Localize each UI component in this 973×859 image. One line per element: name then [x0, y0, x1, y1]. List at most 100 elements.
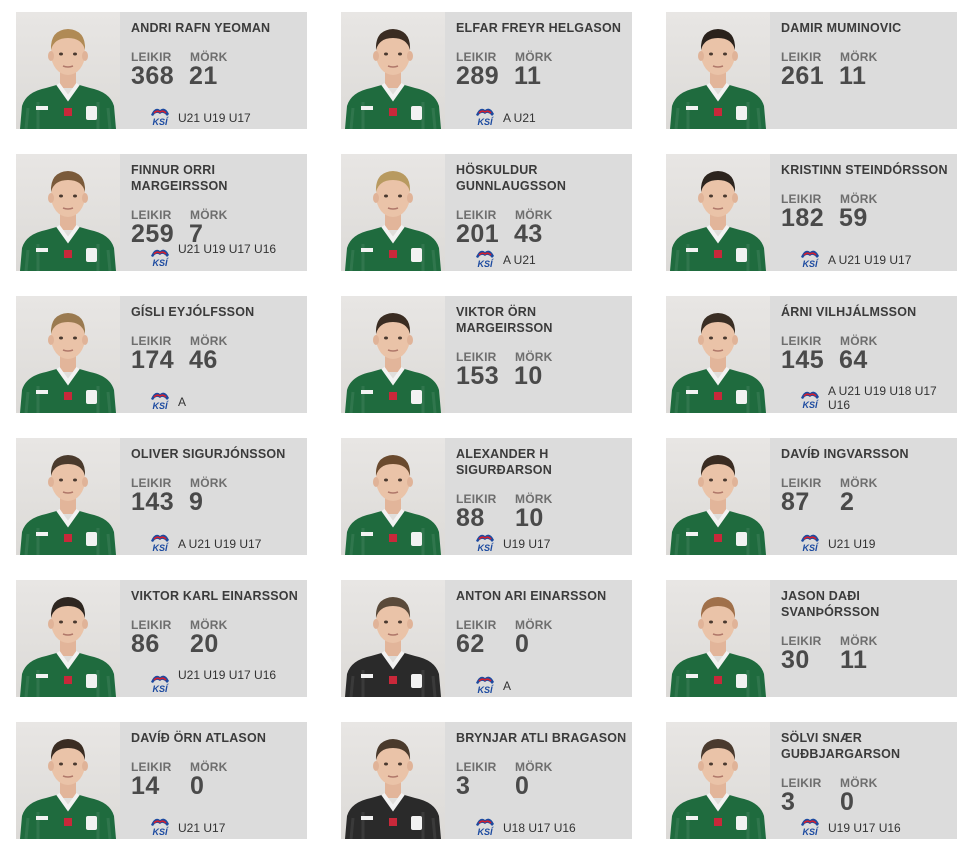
player-card[interactable]: Elfar Freyr Helgason Leikir Mörk 289 11 KSÍ … [341, 12, 632, 129]
games-label: Leikir [781, 192, 822, 206]
player-card[interactable]: Kristinn Steindórsson Leikir Mörk 182 59 KSÍ… [666, 154, 957, 271]
ksi-logo-icon: KSÍ [799, 388, 821, 410]
goals-count: 2 [840, 488, 855, 516]
player-card[interactable]: Andri Rafn Yeoman Leikir Mörk 368 21 KSÍ U21… [16, 12, 307, 129]
player-name[interactable]: Kristinn Steindórsson [781, 163, 948, 177]
games-label: Leikir [456, 492, 497, 506]
games-count: 3 [781, 788, 796, 816]
player-card[interactable]: Damir Muminovic Leikir Mörk 261 11 [666, 12, 957, 129]
player-name[interactable]: Oliver Sigurjónsson [131, 447, 286, 461]
player-photo[interactable] [16, 438, 120, 555]
svg-text:KSÍ: KSÍ [152, 543, 169, 553]
goals-label: Mörk [840, 334, 878, 348]
player-card[interactable]: Oliver Sigurjónsson Leikir Mörk 143 9 KSÍ A … [16, 438, 307, 555]
player-name[interactable]: Davíð Ingvarsson [781, 447, 909, 461]
player-name[interactable]: Sölvi Snær Guðbjargarson [781, 731, 901, 761]
goals-label: Mörk [840, 50, 878, 64]
svg-text:KSÍ: KSÍ [477, 259, 494, 269]
goals-label: Mörk [190, 208, 228, 222]
player-name[interactable]: Höskuldur Gunnlaugsson [456, 163, 567, 193]
games-count: 62 [456, 630, 485, 658]
games-label: Leikir [781, 776, 822, 790]
player-card[interactable]: Alexander H Sigurðarson Leikir Mörk 88 10 KS… [341, 438, 632, 555]
goals-count: 11 [840, 646, 868, 674]
player-card[interactable]: Viktor Karl Einarsson Leikir Mörk 86 20 KSÍ … [16, 580, 307, 697]
player-name[interactable]: Damir Muminovic [781, 21, 902, 35]
national-teams: A [178, 395, 187, 409]
player-photo[interactable] [341, 580, 445, 697]
player-photo[interactable] [16, 580, 120, 697]
ksi-logo-icon: KSÍ [799, 815, 821, 837]
ksi-logo-icon: KSÍ [799, 531, 821, 553]
player-card[interactable]: Sölvi Snær Guðbjargarson Leikir Mörk 3 0 KSÍ… [666, 722, 957, 839]
goals-count: 43 [514, 220, 543, 248]
goals-label: Mörk [515, 760, 553, 774]
player-name[interactable]: Finnur Orri Margeirsson [131, 163, 228, 193]
svg-text:KSÍ: KSÍ [477, 543, 494, 553]
games-count: 174 [131, 346, 175, 374]
goals-count: 11 [839, 62, 867, 90]
player-card[interactable]: Viktor Örn Margeirsson Leikir Mörk 153 10 [341, 296, 632, 413]
player-photo[interactable] [16, 12, 120, 129]
goals-label: Mörk [840, 776, 878, 790]
national-teams: A U21 U19 U18 U17 U16 [828, 384, 937, 412]
games-label: Leikir [456, 760, 497, 774]
player-card[interactable]: Jason Daði Svanþórsson Leikir Mörk 30 11 [666, 580, 957, 697]
player-name[interactable]: Anton Ari Einarsson [456, 589, 607, 603]
svg-text:KSÍ: KSÍ [152, 684, 169, 694]
goals-count: 0 [190, 772, 205, 800]
svg-text:KSÍ: KSÍ [802, 827, 819, 837]
player-card[interactable]: Höskuldur Gunnlaugsson Leikir Mörk 201 43 KS… [341, 154, 632, 271]
player-card[interactable]: Anton Ari Einarsson Leikir Mörk 62 0 KSÍ A [341, 580, 632, 697]
games-count: 14 [131, 772, 160, 800]
player-card[interactable]: Brynjar Atli Bragason Leikir Mörk 3 0 KSÍ U1… [341, 722, 632, 839]
goals-label: Mörk [190, 334, 228, 348]
player-photo[interactable] [666, 154, 770, 271]
player-photo[interactable] [16, 722, 120, 839]
player-name[interactable]: Brynjar Atli Bragason [456, 731, 627, 745]
national-teams: U19 U17 U16 [828, 821, 901, 835]
player-card[interactable]: Davíð Örn Atlason Leikir Mörk 14 0 KSÍ U21 U… [16, 722, 307, 839]
games-count: 143 [131, 488, 175, 516]
games-count: 3 [456, 772, 471, 800]
goals-label: Mörk [515, 350, 553, 364]
player-name[interactable]: Viktor Örn Margeirsson [456, 305, 553, 335]
games-label: Leikir [131, 618, 172, 632]
goals-count: 0 [515, 630, 530, 658]
player-photo[interactable] [16, 154, 120, 271]
player-name[interactable]: Alexander H Sigurðarson [456, 447, 552, 477]
player-name[interactable]: Davíð Örn Atlason [131, 731, 267, 745]
national-teams: U19 U17 [503, 537, 551, 551]
ksi-logo-icon: KSÍ [474, 247, 496, 269]
player-photo[interactable] [341, 722, 445, 839]
ksi-logo-icon: KSÍ [149, 246, 171, 268]
player-photo[interactable] [666, 722, 770, 839]
player-photo[interactable] [666, 580, 770, 697]
player-photo[interactable] [341, 12, 445, 129]
player-card[interactable]: Gísli Eyjólfsson Leikir Mörk 174 46 KSÍ A [16, 296, 307, 413]
player-name[interactable]: Árni Vilhjálmsson [781, 305, 917, 319]
player-photo[interactable] [341, 154, 445, 271]
games-label: Leikir [131, 334, 172, 348]
player-photo[interactable] [341, 438, 445, 555]
ksi-logo-icon: KSÍ [149, 389, 171, 411]
player-photo[interactable] [666, 12, 770, 129]
player-photo[interactable] [666, 438, 770, 555]
svg-text:KSÍ: KSÍ [802, 400, 819, 410]
player-photo[interactable] [666, 296, 770, 413]
goals-label: Mörk [840, 634, 878, 648]
games-label: Leikir [781, 334, 822, 348]
player-name[interactable]: Andri Rafn Yeoman [131, 21, 271, 35]
player-card[interactable]: Finnur Orri Margeirsson Leikir Mörk 259 7 KS… [16, 154, 307, 271]
player-photo[interactable] [16, 296, 120, 413]
player-card[interactable]: Árni Vilhjálmsson Leikir Mörk 145 64 KSÍ A U… [666, 296, 957, 413]
player-name[interactable]: Elfar Freyr Helgason [456, 21, 622, 35]
player-card[interactable]: Davíð Ingvarsson Leikir Mörk 87 2 KSÍ U21 U1… [666, 438, 957, 555]
national-teams: U21 U19 U17 U16 [178, 242, 277, 256]
player-name[interactable]: Jason Daði Svanþórsson [781, 589, 880, 619]
player-photo[interactable] [341, 296, 445, 413]
games-count: 368 [131, 62, 175, 90]
player-name[interactable]: Gísli Eyjólfsson [131, 305, 255, 319]
player-name[interactable]: Viktor Karl Einarsson [131, 589, 298, 603]
games-count: 88 [456, 504, 485, 532]
